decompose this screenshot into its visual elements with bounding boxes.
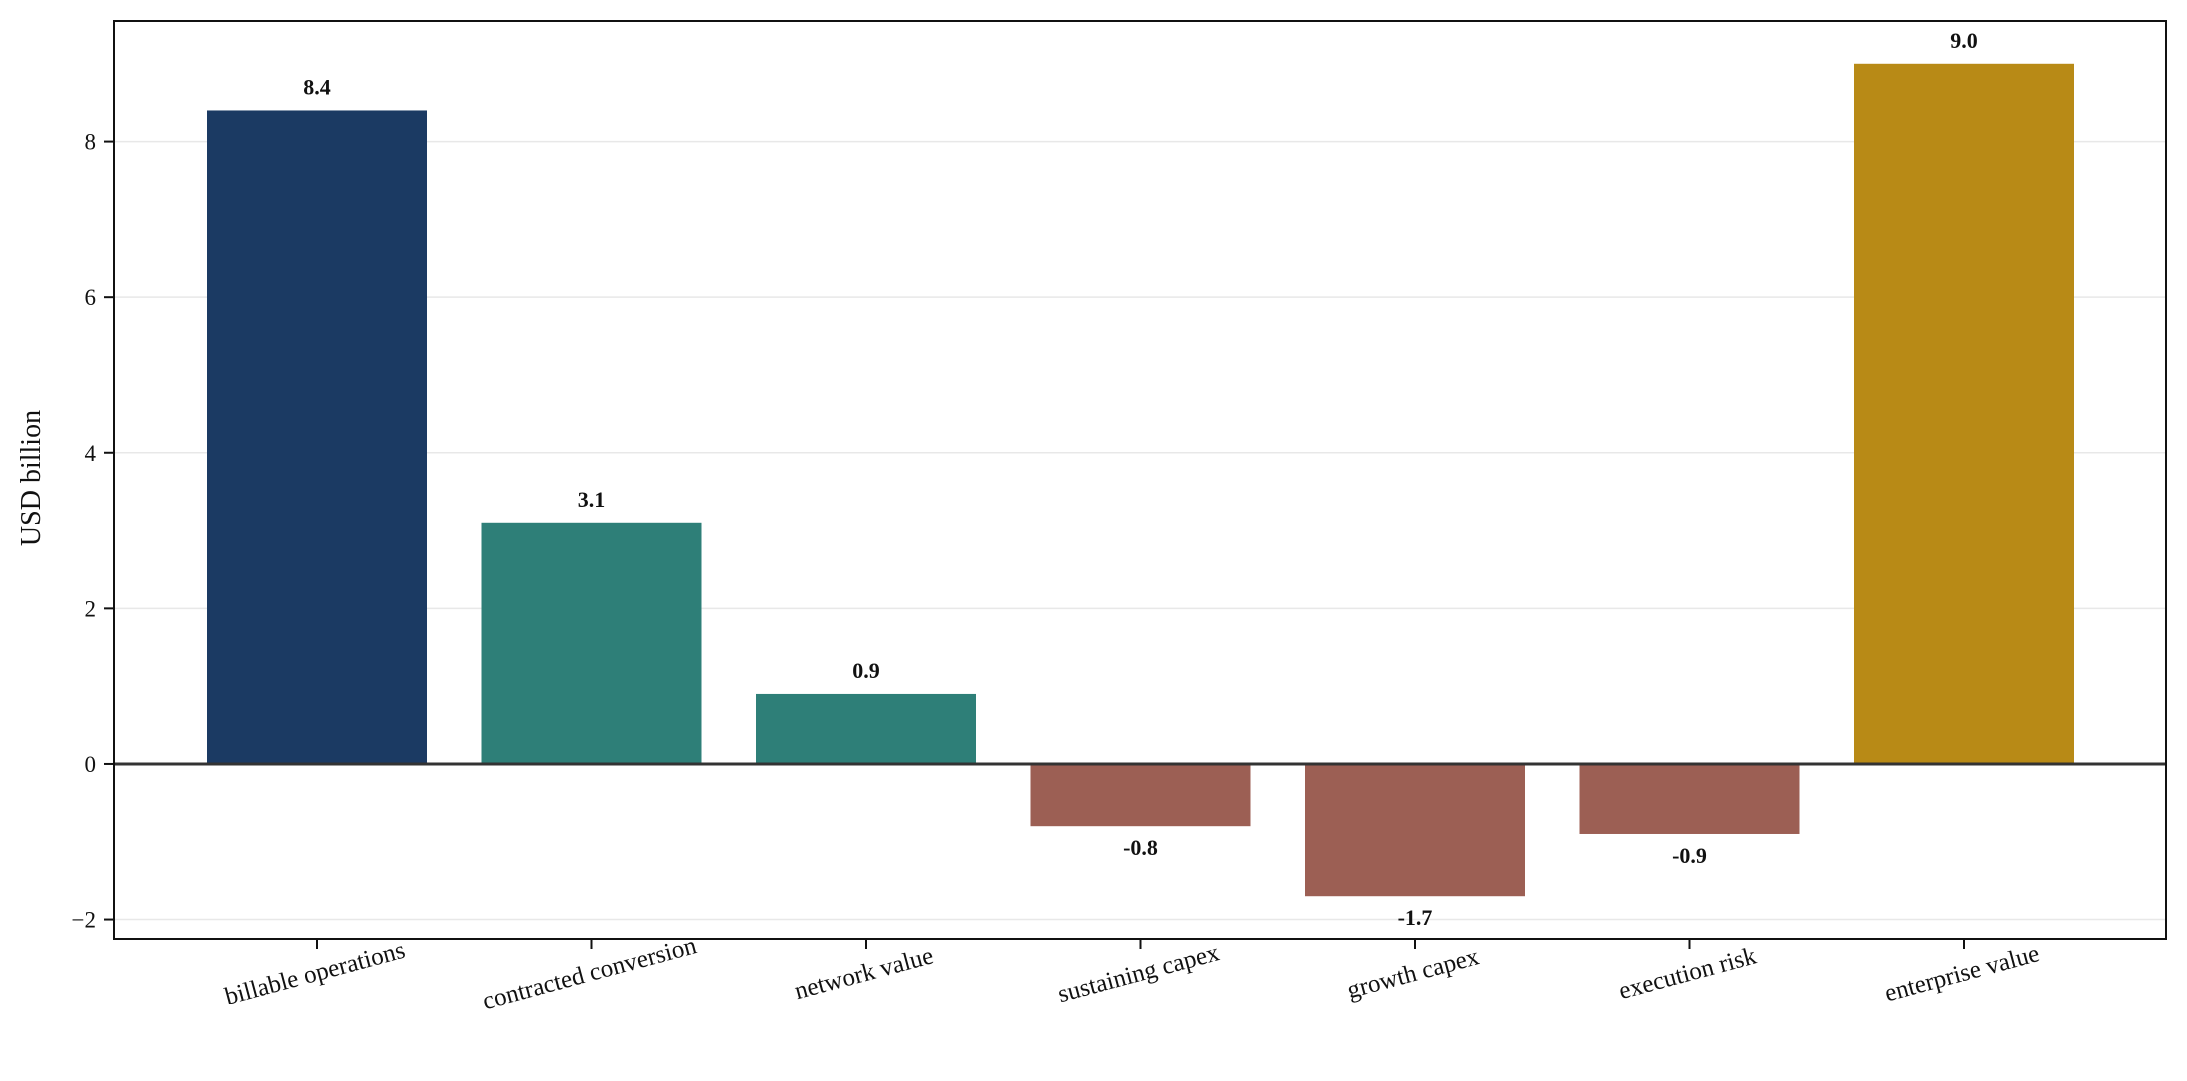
bar-value-label: 8.4 — [303, 74, 331, 99]
y-axis-title: USD billion — [16, 410, 47, 546]
bar-value-label: -0.9 — [1672, 843, 1707, 868]
bar-value-label: 3.1 — [578, 487, 606, 512]
data-labels: 8.4 3.1 0.9 -0.8 -1.7 -0.9 9.0 — [303, 28, 1978, 930]
y-tick-label: 2 — [85, 596, 97, 621]
bar — [481, 522, 702, 764]
bar — [1305, 763, 1525, 897]
bar — [1030, 763, 1251, 827]
bar — [1854, 63, 2074, 764]
bar-value-label: 9.0 — [1950, 28, 1978, 53]
bar — [207, 110, 427, 764]
bar-value-label: 0.9 — [852, 658, 880, 683]
bar — [756, 693, 976, 764]
y-tick-label: 6 — [85, 285, 97, 310]
y-tick-label: 0 — [85, 752, 97, 777]
y-tick-label: 8 — [85, 130, 97, 155]
bar-value-label: -0.8 — [1123, 835, 1158, 860]
bars — [207, 63, 2074, 897]
y-axis: −2 0 2 4 6 8 — [72, 130, 114, 933]
y-tick-label: 4 — [85, 441, 97, 466]
bar — [1579, 763, 1800, 834]
y-tick-label: −2 — [72, 908, 96, 933]
bar-value-label: -1.7 — [1398, 905, 1433, 930]
